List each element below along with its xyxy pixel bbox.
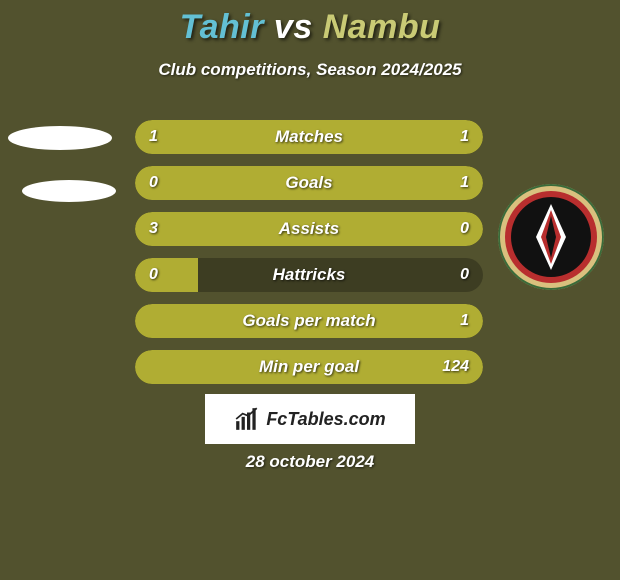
club-crest — [498, 184, 604, 290]
stat-value-left: 0 — [149, 166, 158, 200]
avatar-left-2 — [22, 180, 116, 202]
player2-name: Nambu — [323, 8, 441, 46]
watermark-text: FcTables.com — [266, 409, 385, 430]
comparison-card: Tahir vs Nambu Club competitions, Season… — [0, 0, 620, 580]
stat-bar-right — [309, 120, 483, 154]
avatar-left-1 — [8, 126, 112, 150]
stat-row: Goals per match1 — [135, 304, 483, 338]
crest-icon — [498, 184, 604, 290]
stat-value-right: 1 — [460, 120, 469, 154]
stat-row: Assists30 — [135, 212, 483, 246]
chart-icon — [234, 406, 260, 432]
stat-bar-left — [135, 258, 198, 292]
stat-row: Goals01 — [135, 166, 483, 200]
stat-bar-right — [198, 166, 483, 200]
stat-bar-right — [198, 304, 483, 338]
title: Tahir vs Nambu — [0, 8, 620, 47]
watermark: FcTables.com — [205, 394, 415, 444]
stat-row: Matches11 — [135, 120, 483, 154]
vs-text: vs — [274, 8, 313, 46]
stat-value-right: 1 — [460, 166, 469, 200]
stat-value-right: 1 — [460, 304, 469, 338]
stat-bar-left — [135, 212, 483, 246]
stat-row: Min per goal124 — [135, 350, 483, 384]
stat-bar-left — [135, 166, 198, 200]
stat-value-left: 3 — [149, 212, 158, 246]
date: 28 october 2024 — [0, 452, 620, 472]
stat-value-right: 0 — [460, 212, 469, 246]
stat-value-right: 124 — [442, 350, 469, 384]
stat-bar-left — [135, 120, 309, 154]
stat-row: Hattricks00 — [135, 258, 483, 292]
player1-name: Tahir — [180, 8, 264, 46]
stat-value-left: 1 — [149, 120, 158, 154]
stat-bar-left — [135, 350, 198, 384]
stat-bars: Matches11Goals01Assists30Hattricks00Goal… — [135, 120, 483, 396]
stat-value-left: 0 — [149, 258, 158, 292]
stat-value-right: 0 — [460, 258, 469, 292]
stat-bar-right — [198, 350, 483, 384]
stat-bar-left — [135, 304, 198, 338]
subtitle: Club competitions, Season 2024/2025 — [0, 60, 620, 80]
